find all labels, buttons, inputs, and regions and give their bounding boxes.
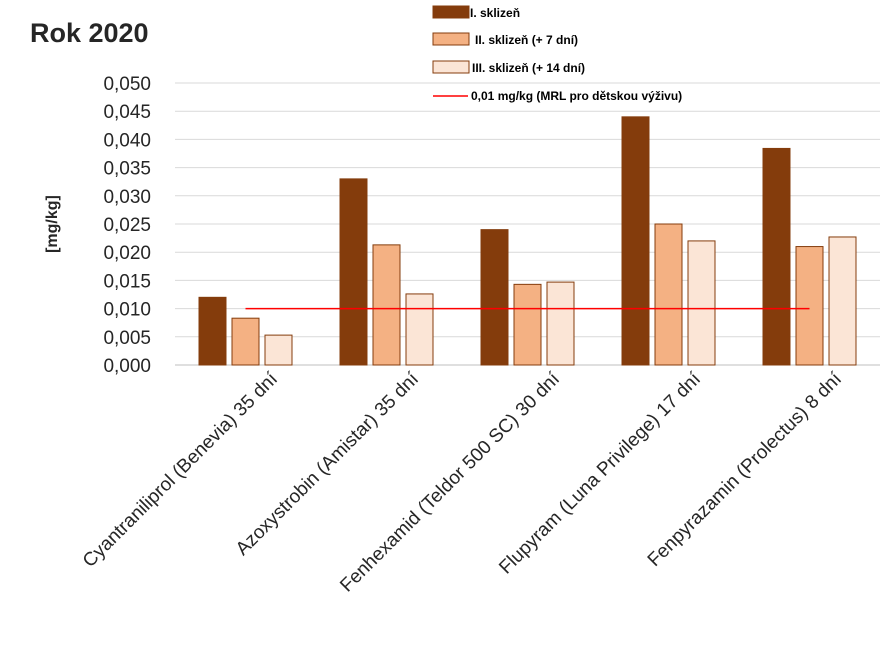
- bar: [513, 283, 542, 366]
- y-axis-label: [mg/kg]: [44, 195, 61, 253]
- bar: [654, 223, 683, 366]
- bar: [231, 317, 260, 366]
- bars: [198, 116, 857, 366]
- bar: [372, 244, 401, 366]
- legend-swatch: [432, 32, 470, 46]
- legend-swatch: [432, 5, 470, 19]
- legend: I. sklizeň II. sklizeň (+ 7 dní) III. skli…: [432, 5, 682, 103]
- legend-label: II. sklizeň (+ 7 dní): [475, 33, 578, 47]
- legend-swatch: [432, 60, 470, 74]
- y-tick-label: 0,030: [103, 187, 151, 208]
- y-tick-label: 0,015: [103, 271, 151, 292]
- bar: [546, 281, 575, 366]
- legend-label: III. sklizeň (+ 14 dní): [472, 61, 585, 75]
- y-tick-label: 0,045: [103, 102, 151, 123]
- bar: [480, 229, 509, 366]
- bar: [795, 246, 824, 366]
- y-tick-label: 0,020: [103, 243, 151, 264]
- bar: [762, 147, 791, 366]
- x-tick-label: Fenhexamid (Teldor 500 SC) 30 dní: [336, 368, 564, 596]
- x-tick-labels: Cyantraniliprol (Benevia) 35 dníAzoxystr…: [79, 368, 847, 596]
- bar: [828, 236, 857, 366]
- y-tick-label: 0,000: [103, 356, 151, 377]
- y-tick-label: 0,005: [103, 328, 151, 349]
- y-tick-label: 0,035: [103, 159, 151, 180]
- bar: [264, 334, 293, 366]
- bar: [621, 116, 650, 366]
- bar: [339, 178, 368, 366]
- chart-title: Rok 2020: [30, 18, 149, 48]
- y-tick-label: 0,025: [103, 215, 151, 236]
- y-tick-labels: 0,000 0,005 0,010 0,015 0,020 0,025 0,030 0,035…: [103, 74, 151, 377]
- bar: [198, 296, 227, 366]
- y-tick-label: 0,010: [103, 300, 151, 321]
- y-tick-label: 0,050: [103, 74, 151, 95]
- legend-label: I. sklizeň: [470, 6, 520, 20]
- bar: [405, 293, 434, 366]
- y-tick-label: 0,040: [103, 130, 151, 151]
- legend-label: 0,01 mg/kg (MRL pro dětskou výživu): [471, 89, 682, 103]
- bar: [687, 240, 716, 366]
